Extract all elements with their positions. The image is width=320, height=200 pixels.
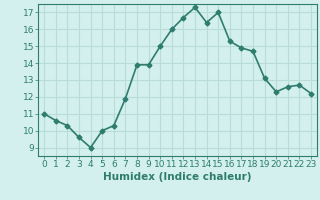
X-axis label: Humidex (Indice chaleur): Humidex (Indice chaleur): [103, 172, 252, 182]
